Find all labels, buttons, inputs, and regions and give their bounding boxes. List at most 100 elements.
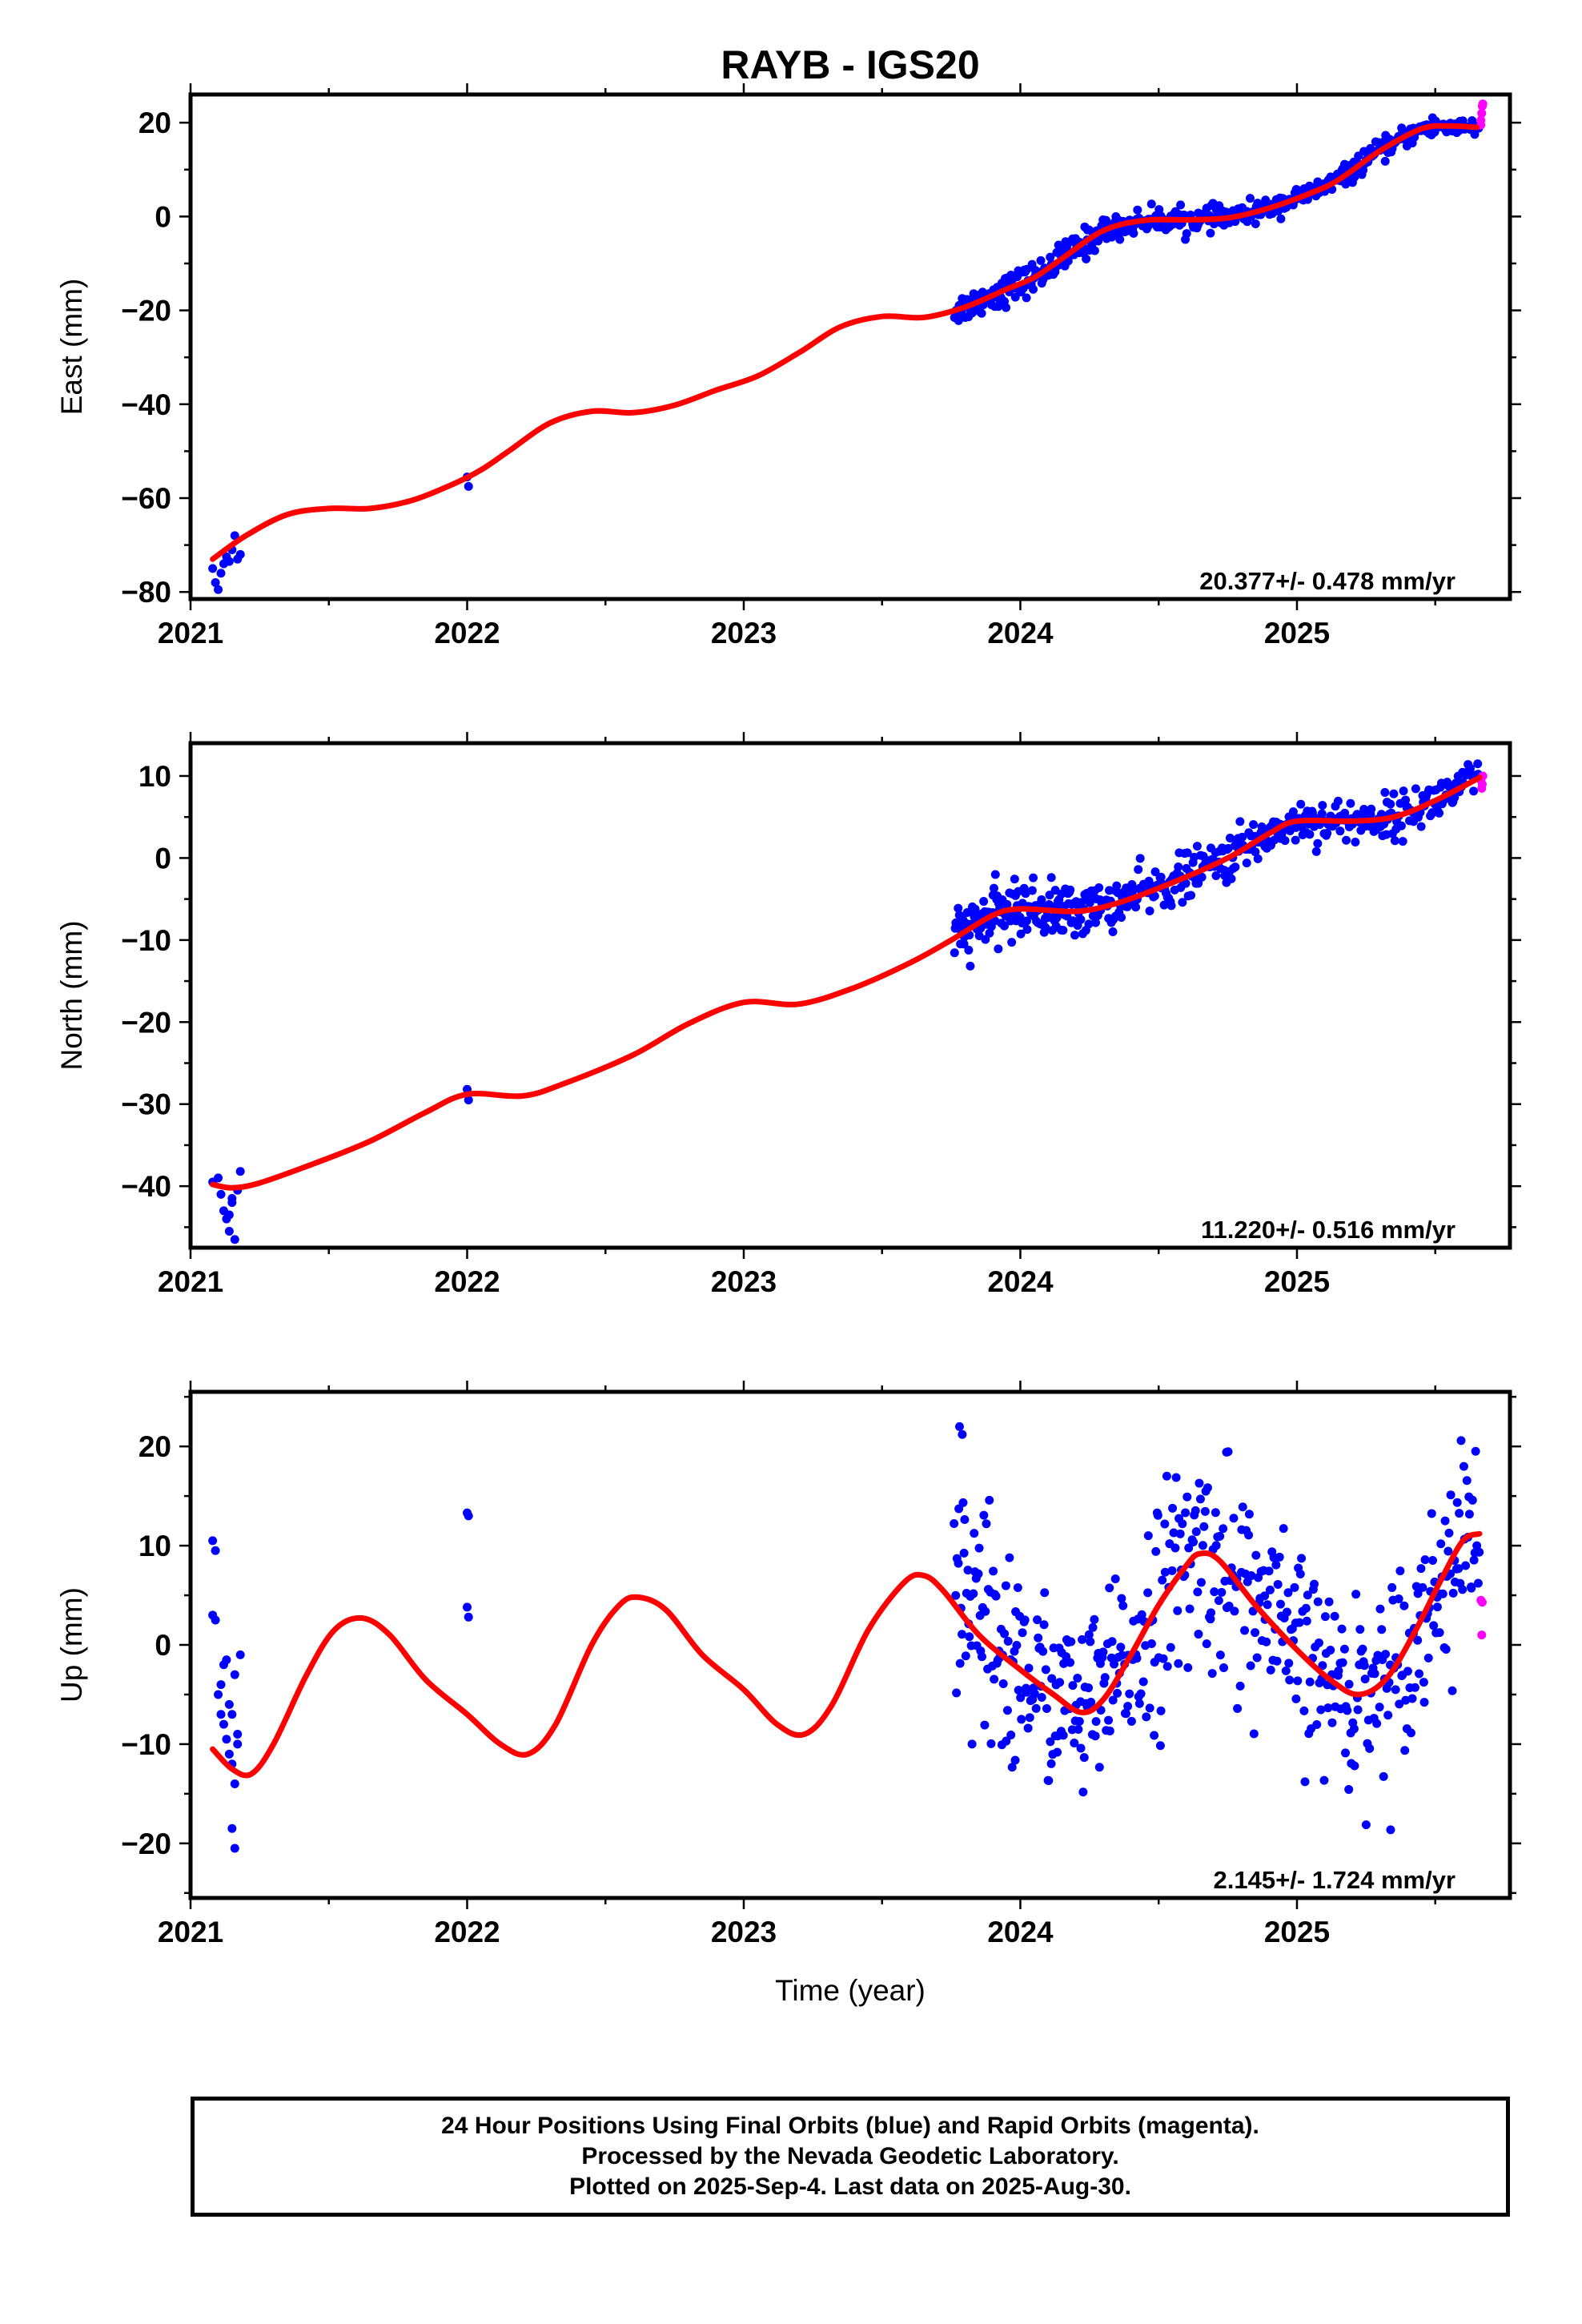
up-final-point [462, 1602, 472, 1612]
up-final-point [1423, 1653, 1433, 1663]
up-final-point [1266, 1665, 1275, 1675]
footer-box: 24 Hour Positions Using Final Orbits (bl… [191, 2097, 1510, 2217]
up-final-point [1175, 1529, 1185, 1538]
north-final-point [1150, 891, 1159, 901]
up-final-point [1410, 1683, 1419, 1692]
up-y-tick-label: 20 [139, 1430, 171, 1463]
up-final-point [1196, 1578, 1206, 1587]
east-final-point [224, 557, 234, 566]
north-final-point [1182, 848, 1192, 858]
up-final-point [1361, 1820, 1371, 1830]
up-final-point [1117, 1594, 1126, 1603]
up-final-point [1047, 1674, 1057, 1683]
east-final-point [1133, 205, 1142, 215]
up-final-point [974, 1569, 983, 1578]
north-final-point [994, 944, 1003, 954]
north-final-point [1288, 807, 1298, 817]
up-final-point [1171, 1473, 1181, 1482]
up-final-point [1316, 1705, 1326, 1715]
east-final-point [1046, 252, 1055, 262]
up-final-point [1428, 1556, 1438, 1566]
up-final-point [1415, 1669, 1424, 1679]
up-final-point [1246, 1661, 1255, 1671]
up-final-point [1456, 1436, 1466, 1445]
north-final-point [1128, 886, 1138, 895]
up-final-point [958, 1630, 967, 1639]
up-final-point [998, 1679, 1008, 1689]
up-final-point [1432, 1602, 1442, 1612]
north-final-point [1070, 931, 1080, 940]
north-final-point [1340, 808, 1350, 818]
up-final-point [1468, 1495, 1477, 1505]
up-rapid-point [1477, 1598, 1487, 1607]
up-final-point [1110, 1574, 1120, 1583]
north-final-point [1390, 836, 1399, 846]
up-final-point [1284, 1659, 1294, 1668]
up-final-point [1319, 1775, 1329, 1785]
up-final-point [1320, 1612, 1330, 1622]
up-final-point [1207, 1608, 1216, 1618]
up-final-point [216, 1710, 226, 1719]
east-final-point [1146, 199, 1156, 209]
up-final-point [1272, 1656, 1282, 1666]
north-final-point [990, 870, 1000, 879]
east-x-tick-label: 2025 [1264, 617, 1330, 649]
east-x-tick-label: 2021 [158, 617, 223, 649]
up-final-point [1156, 1706, 1166, 1715]
up-final-point [1394, 1594, 1403, 1604]
up-final-point [1046, 1737, 1055, 1747]
up-final-point [1350, 1761, 1359, 1771]
up-final-point [1344, 1785, 1354, 1795]
up-final-point [1006, 1730, 1016, 1739]
east-final-point [230, 531, 239, 541]
up-final-point [1185, 1604, 1195, 1614]
up-final-point [1178, 1519, 1187, 1529]
up-final-point [1016, 1693, 1026, 1703]
up-final-point [1215, 1651, 1225, 1660]
up-y-tick-label: −20 [121, 1827, 171, 1860]
up-final-point [1046, 1759, 1056, 1768]
north-final-point [1192, 842, 1202, 851]
north-model-curve [210, 774, 1483, 1191]
east-y-tick-label: −20 [121, 295, 171, 328]
up-final-point [1459, 1462, 1468, 1471]
up-final-point [211, 1615, 220, 1625]
north-final-point [1469, 786, 1479, 796]
up-final-point [1211, 1541, 1221, 1550]
north-final-point [981, 935, 990, 944]
north-final-point [1066, 885, 1075, 895]
up-y-tick-label: 0 [155, 1629, 171, 1662]
north-final-point [1335, 826, 1345, 836]
up-final-point [1387, 1582, 1397, 1592]
up-final-point [1104, 1715, 1114, 1725]
up-final-point [1142, 1712, 1151, 1722]
up-final-point [1283, 1588, 1293, 1598]
up-final-point [1162, 1471, 1171, 1481]
up-final-point [1282, 1607, 1291, 1617]
up-final-point [1375, 1703, 1384, 1712]
up-final-point [1113, 1688, 1122, 1698]
up-final-point [1471, 1446, 1480, 1456]
north-final-point [1058, 926, 1068, 935]
up-final-point [1068, 1681, 1078, 1691]
east-final-point [1245, 194, 1255, 203]
up-final-point [1406, 1728, 1415, 1738]
north-final-point [959, 939, 969, 949]
up-final-point [963, 1566, 973, 1575]
up-final-point [1195, 1494, 1205, 1504]
up-final-point [1134, 1699, 1144, 1708]
up-final-point [464, 1612, 473, 1622]
up-final-point [224, 1749, 234, 1759]
north-final-point [235, 1167, 245, 1176]
up-final-point [1377, 1625, 1387, 1634]
north-final-point [1249, 820, 1259, 830]
up-final-point [1108, 1695, 1118, 1705]
up-final-point [1467, 1583, 1476, 1593]
up-final-point [1031, 1703, 1041, 1713]
up-final-point [961, 1651, 970, 1661]
up-final-point [1461, 1561, 1471, 1570]
up-final-point [1271, 1560, 1281, 1570]
up-final-point [1452, 1498, 1462, 1507]
up-final-point [958, 1498, 968, 1507]
up-final-point [1251, 1550, 1261, 1560]
